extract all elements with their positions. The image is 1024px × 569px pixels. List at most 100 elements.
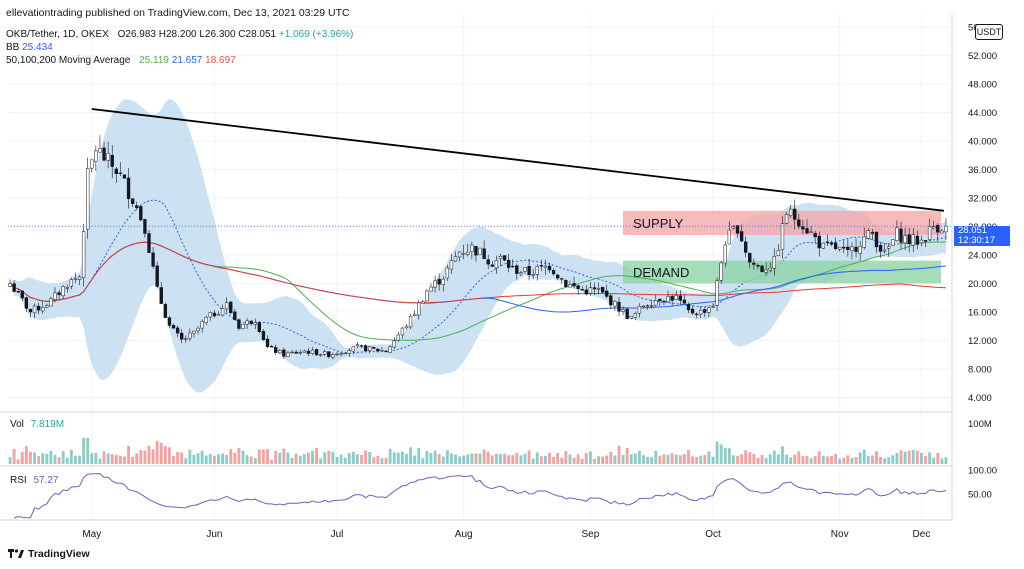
volume-bar: [278, 452, 282, 464]
volume-bar: [797, 451, 801, 464]
volume-bar: [903, 451, 907, 464]
candle: [441, 276, 445, 292]
candle: [874, 231, 879, 254]
volume-bar: [118, 455, 122, 464]
candle: [253, 318, 257, 330]
candle-body: [882, 249, 887, 252]
volume-bar: [838, 458, 842, 464]
candle: [57, 289, 61, 300]
volume-bar: [462, 455, 466, 464]
candle: [511, 259, 515, 268]
volume-bar: [360, 454, 363, 464]
volume-bar: [204, 455, 208, 464]
candle: [576, 284, 580, 295]
volume-bar: [895, 452, 899, 464]
volume-bar: [870, 455, 874, 464]
candle: [302, 349, 306, 353]
trendline[interactable]: [91, 108, 945, 212]
rsi-value: 57.27: [33, 475, 59, 486]
candle: [351, 346, 356, 355]
volume-bar: [539, 456, 543, 464]
volume-bar: [282, 448, 286, 464]
candle: [453, 251, 458, 262]
tradingview-logo[interactable]: TradingView: [8, 548, 90, 560]
volume-bar: [380, 458, 384, 464]
candle: [764, 262, 768, 277]
candle-body: [580, 289, 584, 291]
volume-bar: [102, 451, 106, 464]
ma-legend[interactable]: 50,100,200 Moving Average 25.119 21.657 …: [6, 54, 236, 67]
volume-bar: [915, 450, 919, 464]
volume-bar: [789, 457, 793, 464]
volume-bar: [817, 451, 821, 464]
candle-body: [429, 286, 433, 292]
volume-bar: [192, 454, 196, 464]
volume-bar: [548, 452, 551, 464]
volume-bar: [531, 458, 535, 464]
candle-body: [482, 248, 486, 259]
month-tick-label: Nov: [831, 529, 849, 540]
candle-body: [711, 306, 715, 308]
candle: [735, 225, 740, 238]
volume-bar: [523, 453, 527, 464]
volume-bar: [478, 453, 482, 464]
candle-body: [359, 345, 364, 347]
candle: [539, 259, 544, 272]
volume-bar: [311, 451, 314, 464]
candle-body: [527, 266, 531, 275]
price-axis[interactable]: 4.0008.00012.00016.00020.00024.00028.000…: [951, 14, 997, 520]
volume-bar: [16, 459, 20, 464]
candle-body: [274, 347, 278, 353]
candle-body: [220, 308, 225, 316]
candle-body: [24, 297, 29, 309]
trendline-line: [91, 108, 945, 212]
candle-body: [551, 270, 556, 275]
volume-bar: [617, 445, 621, 464]
candle: [515, 263, 519, 280]
candle-body: [515, 265, 519, 274]
candle-body: [768, 267, 772, 271]
bar-countdown: 12:30:17: [958, 235, 995, 246]
candle-body: [793, 208, 797, 220]
volume-bar: [20, 452, 24, 464]
volume-bar: [633, 453, 637, 464]
volume-bar: [274, 451, 278, 464]
volume-bar: [400, 451, 404, 464]
candle: [805, 219, 809, 235]
volume-bar: [425, 451, 429, 464]
rsi-legend[interactable]: RSI 57.27: [10, 474, 58, 487]
volume-bar: [687, 449, 690, 464]
bb-legend[interactable]: BB 25.434: [6, 41, 53, 54]
candle: [98, 135, 102, 153]
candle: [212, 310, 217, 318]
candle: [421, 299, 425, 304]
volume-bar: [744, 450, 748, 464]
candle: [678, 290, 682, 305]
volume-bar: [155, 440, 159, 464]
candle-body: [98, 148, 102, 153]
volume-bar: [801, 456, 805, 464]
candle: [858, 240, 862, 261]
rsi-tick-label: 100.00: [968, 466, 997, 477]
volume-legend[interactable]: Vol 7.819M: [10, 418, 64, 431]
currency-button[interactable]: USDT: [975, 24, 1003, 40]
time-axis[interactable]: May Jun Jul Aug Sep Oct Nov Dec: [0, 411, 952, 540]
volume-bar: [899, 450, 903, 464]
candle: [682, 294, 687, 305]
candle-body: [188, 332, 192, 339]
candle: [20, 290, 24, 302]
symbol-name: OKB/Tether, 1D, OKEX: [6, 29, 109, 40]
candle: [49, 296, 53, 307]
candle-body: [870, 232, 875, 234]
candle: [915, 230, 920, 250]
volume-bar: [237, 447, 241, 464]
candle: [474, 246, 478, 262]
volume-bar: [911, 450, 915, 464]
volume-bar: [188, 449, 192, 464]
candle-body: [699, 309, 703, 315]
volume-bar: [184, 458, 188, 464]
candle-body: [470, 244, 474, 252]
demand-zone: [623, 260, 941, 284]
candle-body: [588, 287, 593, 294]
